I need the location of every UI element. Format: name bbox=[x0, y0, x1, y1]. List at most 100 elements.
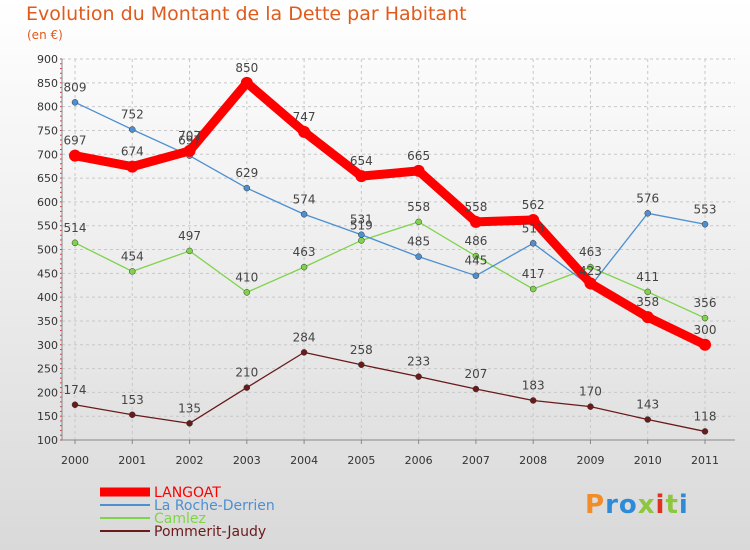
x-tick-label: 2011 bbox=[691, 454, 719, 467]
x-tick-label: 2007 bbox=[462, 454, 490, 467]
logo-letter: t bbox=[665, 490, 679, 520]
data-label-langoat: 674 bbox=[121, 145, 144, 159]
y-tick-label: 150 bbox=[37, 410, 58, 423]
data-label-langoat: 562 bbox=[522, 198, 545, 212]
data-point-pommerit-jaudy bbox=[358, 361, 365, 369]
data-label-camlez: 486 bbox=[464, 234, 487, 248]
data-label-camlez: 356 bbox=[694, 296, 717, 310]
data-point-camlez bbox=[186, 247, 193, 255]
data-label-la-roche-derrien: 553 bbox=[694, 202, 717, 216]
chart-title: Evolution du Montant de la Dette par Hab… bbox=[26, 3, 467, 25]
data-point-camlez bbox=[701, 314, 709, 322]
data-point-langoat bbox=[527, 213, 540, 226]
data-point-pommerit-jaudy bbox=[415, 373, 422, 380]
data-label-pommerit-jaudy: 170 bbox=[579, 385, 602, 399]
data-point-la-roche-derrien bbox=[529, 240, 537, 247]
y-tick-label: 650 bbox=[37, 172, 58, 185]
data-label-camlez: 519 bbox=[350, 218, 373, 232]
series-line-camlez bbox=[74, 221, 706, 319]
data-point-langoat bbox=[641, 311, 654, 324]
legend-label-langoat: LANGOAT bbox=[154, 485, 221, 501]
data-point-langoat bbox=[183, 144, 196, 157]
data-point-la-roche-derrien bbox=[129, 126, 136, 133]
data-label-pommerit-jaudy: 143 bbox=[636, 398, 659, 412]
data-point-la-roche-derrien bbox=[644, 210, 651, 217]
data-label-camlez: 558 bbox=[407, 200, 430, 214]
data-label-langoat: 697 bbox=[64, 134, 87, 148]
y-tick-label: 850 bbox=[37, 77, 58, 90]
legend-label-camlez: Camlez bbox=[154, 511, 206, 527]
data-point-pommerit-jaudy bbox=[186, 420, 193, 427]
logo-letter: i bbox=[655, 490, 666, 520]
y-tick-label: 200 bbox=[37, 386, 58, 399]
y-tick-label: 300 bbox=[37, 339, 58, 352]
data-point-camlez bbox=[644, 288, 651, 296]
series-line-langoat bbox=[70, 78, 710, 350]
data-point-langoat bbox=[126, 160, 139, 173]
logo-letter: r bbox=[605, 490, 619, 520]
legend-label-la-roche-derrien: La Roche-Derrien bbox=[154, 498, 275, 514]
logo-letter: i bbox=[678, 490, 689, 520]
grid-layer bbox=[62, 58, 735, 441]
logo-letter: P bbox=[585, 490, 606, 520]
data-label-la-roche-derrien: 752 bbox=[121, 107, 144, 121]
y-tick-label: 900 bbox=[37, 53, 58, 66]
chart-subtitle: (en €) bbox=[27, 28, 63, 42]
data-point-camlez bbox=[587, 263, 594, 271]
label-layer: 697 674 707 850 747 654 665 558 562 358 300 809 752 6… bbox=[64, 61, 717, 424]
y-tick-label: 400 bbox=[37, 291, 58, 304]
data-label-langoat: 300 bbox=[694, 323, 717, 337]
data-point-pommerit-jaudy bbox=[701, 428, 709, 435]
y-tick-label: 450 bbox=[37, 267, 58, 280]
y-tick-label: 700 bbox=[37, 148, 58, 161]
data-point-la-roche-derrien bbox=[358, 231, 365, 238]
data-point-pommerit-jaudy bbox=[472, 385, 480, 393]
y-tick-label: 250 bbox=[37, 363, 58, 376]
data-point-camlez bbox=[472, 252, 480, 260]
data-label-langoat: 558 bbox=[464, 200, 487, 214]
data-label-pommerit-jaudy: 118 bbox=[694, 409, 717, 423]
data-point-la-roche-derrien bbox=[701, 221, 709, 228]
data-label-pommerit-jaudy: 174 bbox=[64, 383, 87, 397]
data-label-camlez: 410 bbox=[235, 270, 258, 284]
y-tick-label: 500 bbox=[37, 244, 58, 257]
data-point-la-roche-derrien bbox=[415, 253, 422, 260]
data-label-langoat: 850 bbox=[235, 61, 258, 75]
data-label-la-roche-derrien: 629 bbox=[235, 166, 258, 180]
data-point-langoat bbox=[699, 338, 711, 351]
data-label-camlez: 497 bbox=[178, 229, 201, 243]
data-point-langoat bbox=[469, 215, 482, 228]
data-label-camlez: 411 bbox=[636, 270, 659, 284]
data-label-pommerit-jaudy: 258 bbox=[350, 343, 373, 357]
data-point-langoat bbox=[412, 164, 425, 177]
data-point-pommerit-jaudy bbox=[644, 416, 651, 423]
data-point-la-roche-derrien bbox=[71, 99, 79, 106]
data-point-pommerit-jaudy bbox=[243, 384, 251, 391]
data-point-la-roche-derrien bbox=[243, 184, 251, 192]
logo-letter: o bbox=[618, 490, 638, 520]
data-point-pommerit-jaudy bbox=[300, 349, 308, 356]
data-label-la-roche-derrien: 445 bbox=[464, 254, 487, 268]
axis-layer: 100 150 200 250 300 350 400 450 500 550 600 650 700 7… bbox=[37, 53, 735, 467]
y-tick-label: 550 bbox=[37, 220, 58, 233]
data-point-pommerit-jaudy bbox=[129, 411, 136, 419]
proxiti-logo: Proxiti bbox=[585, 490, 689, 520]
data-point-camlez bbox=[358, 237, 365, 244]
data-label-la-roche-derrien: 513 bbox=[522, 221, 545, 235]
data-point-pommerit-jaudy bbox=[587, 403, 594, 410]
data-point-langoat bbox=[240, 76, 253, 89]
data-label-langoat: 747 bbox=[293, 110, 316, 124]
data-label-camlez: 417 bbox=[522, 267, 545, 281]
x-tick-label: 2001 bbox=[118, 454, 146, 467]
x-tick-label: 2005 bbox=[347, 454, 375, 467]
data-label-pommerit-jaudy: 233 bbox=[407, 355, 430, 369]
x-tick-label: 2006 bbox=[405, 454, 433, 467]
data-label-langoat: 707 bbox=[178, 129, 201, 143]
data-label-la-roche-derrien: 531 bbox=[350, 213, 373, 227]
data-label-camlez: 463 bbox=[293, 245, 316, 259]
data-point-pommerit-jaudy bbox=[529, 397, 537, 404]
data-label-pommerit-jaudy: 284 bbox=[293, 330, 316, 344]
data-point-langoat bbox=[298, 125, 311, 138]
